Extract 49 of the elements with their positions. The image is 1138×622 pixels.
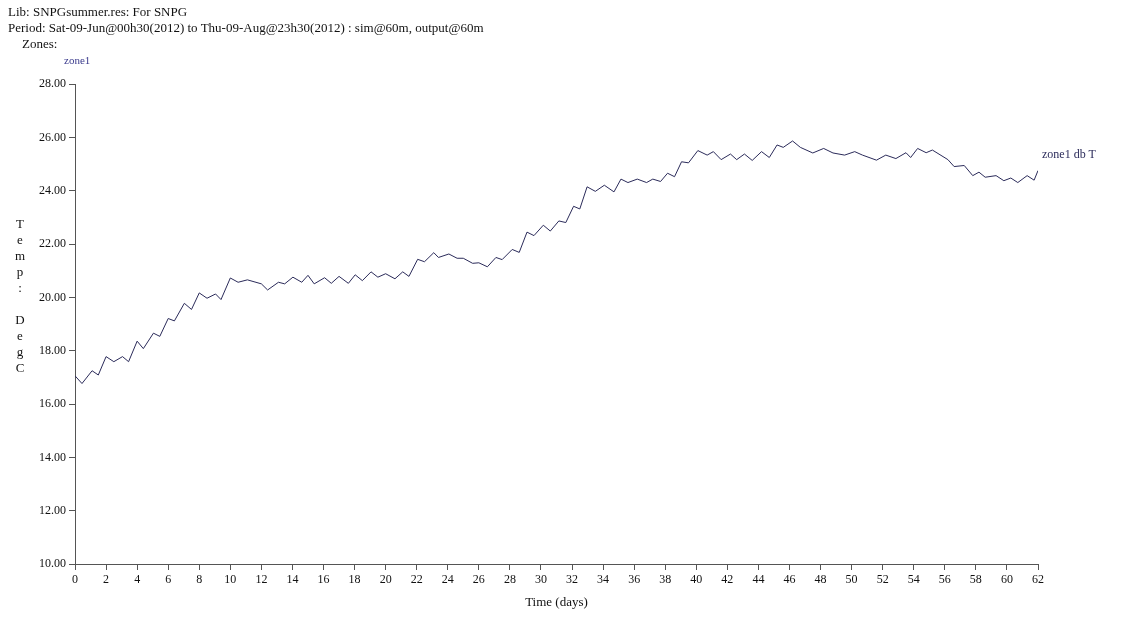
y-tick-label: 28.00 <box>39 76 66 91</box>
x-tick-label: 18 <box>348 572 361 587</box>
x-tick-label: 6 <box>165 572 172 587</box>
x-tick-label: 30 <box>534 572 547 587</box>
chart-title: Lib: SNPGsummer.res: For SNPG <box>8 4 189 20</box>
y-tick-label: 12.00 <box>39 502 66 517</box>
x-tick-label: 4 <box>134 572 141 587</box>
x-tick-label: 60 <box>1000 572 1013 587</box>
x-tick-label: 12 <box>255 572 268 587</box>
text: Temp: DegC <box>14 215 26 375</box>
x-tick-label: 58 <box>969 572 982 587</box>
x-tick-label: 56 <box>938 572 951 587</box>
text: Zones: <box>21 36 59 52</box>
x-tick-label: 20 <box>379 572 392 587</box>
y-tick-label: 10.00 <box>39 556 66 571</box>
y-tick-label: 20.00 <box>39 289 66 304</box>
x-tick-label: 14 <box>286 572 299 587</box>
x-tick-label: 2 <box>103 572 110 587</box>
x-axis-title: Time (days) <box>525 593 588 609</box>
y-tick-label: 26.00 <box>39 129 66 144</box>
x-tick-label: 44 <box>752 572 765 587</box>
text: zone1 <box>63 53 92 68</box>
x-tick-label: 36 <box>628 572 641 587</box>
x-tick-label: 46 <box>783 572 796 587</box>
x-tick-label: 38 <box>659 572 672 587</box>
chart-subtitle: Period: Sat-09-Jun@00h30(2012) to Thu-09-Aug@23h30(2012) : sim@60m, output@60m <box>8 20 484 36</box>
x-tick-label: 62 <box>1032 572 1044 587</box>
x-tick-label: 22 <box>410 572 423 587</box>
x-tick-label: 24 <box>441 572 454 587</box>
x-tick-label: 28 <box>503 572 516 587</box>
x-tick-label: 32 <box>566 572 579 587</box>
x-tick-label: 48 <box>814 572 827 587</box>
x-tick-label: 52 <box>876 572 889 587</box>
y-tick-label: 22.00 <box>39 236 66 251</box>
x-tick-label: 54 <box>907 572 920 587</box>
y-tick-label: 24.00 <box>39 182 66 197</box>
x-tick-label: 34 <box>597 572 610 587</box>
x-tick-label: 40 <box>690 572 703 587</box>
x-tick-label: 42 <box>721 572 734 587</box>
x-tick-label: 10 <box>224 572 237 587</box>
y-tick-label: 18.00 <box>39 342 66 357</box>
y-tick-label: 14.00 <box>39 449 66 464</box>
x-tick-label: 26 <box>472 572 485 587</box>
series-label: zone1 db T <box>1042 146 1097 161</box>
x-tick-label: 16 <box>317 572 330 587</box>
x-tick-label: 50 <box>845 572 858 587</box>
x-tick-label: 8 <box>196 572 203 587</box>
x-tick-label: 0 <box>72 572 78 587</box>
y-tick-label: 16.00 <box>39 396 66 411</box>
